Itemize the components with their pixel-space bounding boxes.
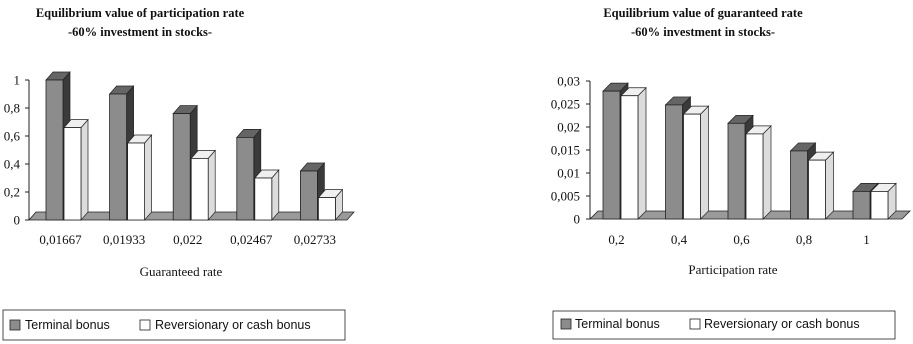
bar-side <box>207 149 216 221</box>
bar-reversionary-bonus <box>620 95 639 220</box>
bar-terminal-bonus <box>236 136 255 221</box>
y-tick-label: 0,005 <box>551 189 580 204</box>
bar-side <box>825 151 834 220</box>
y-tick-label: 0,02 <box>557 120 580 135</box>
bar-reversionary-bonus <box>745 133 764 220</box>
x-axis-label: Participation rate <box>688 262 777 277</box>
bar-terminal-bonus <box>727 122 746 220</box>
x-tick-label: 0,022 <box>173 232 202 247</box>
bar-terminal-bonus <box>665 104 683 220</box>
y-tick-label: 0,6 <box>4 129 21 144</box>
legend-swatch-reversionary-bonus <box>689 318 701 330</box>
bar-reversionary-bonus <box>870 190 889 220</box>
y-tick-label: 0,8 <box>4 101 20 116</box>
bar-reversionary-bonus <box>808 159 826 220</box>
bar-reversionary-bonus <box>254 177 273 221</box>
participation-rate-chart: Equilibrium value of participation rate … <box>2 6 355 341</box>
bar-terminal-bonus <box>109 93 127 221</box>
bar-terminal-bonus <box>45 79 64 221</box>
x-tick-label: 0,2 <box>608 232 624 247</box>
x-axis-label: Guaranteed rate <box>140 264 223 279</box>
bar-terminal-bonus <box>299 170 318 221</box>
bar-reversionary-bonus <box>317 197 336 221</box>
legend-label-reversionary-bonus: Reversionary or cash bonus <box>704 317 860 331</box>
y-tick-label: 1 <box>14 73 21 88</box>
legend-label-terminal-bonus: Terminal bonus <box>575 317 660 331</box>
bar-terminal-bonus <box>172 113 191 221</box>
chart-title: Equilibrium value of participation rate <box>36 6 245 20</box>
legend-box <box>2 309 346 341</box>
y-tick-label: 0 <box>574 212 581 227</box>
bar-reversionary-bonus <box>683 113 701 220</box>
bar-side <box>700 105 709 220</box>
bar-side <box>637 86 647 220</box>
x-tick-label: 0,02467 <box>230 232 273 247</box>
bar-reversionary-bonus <box>127 142 145 221</box>
guaranteed-rate-chart: Equilibrium value of guaranteed rate -60… <box>551 6 911 340</box>
bar-terminal-bonus <box>852 190 871 220</box>
y-tick-label: 0,015 <box>551 143 580 158</box>
bar-side <box>762 125 772 220</box>
x-tick-label: 0,8 <box>796 232 812 247</box>
chart-subtitle: -60% investment in stocks- <box>631 25 775 39</box>
x-tick-label: 0,6 <box>733 232 750 247</box>
x-tick-label: 0,01933 <box>103 232 145 247</box>
x-tick-label: 0,01667 <box>39 232 82 247</box>
plot-area: 0 0,2 0,4 0,6 0,8 1 0,01667 0,01933 0,022 0,02467… <box>4 71 355 247</box>
bar-side <box>80 118 89 221</box>
chart-subtitle: -60% investment in stocks- <box>68 25 212 39</box>
y-tick-label: 0,03 <box>557 74 580 89</box>
bar-side <box>144 134 152 221</box>
legend-swatch-reversionary-bonus <box>139 319 151 331</box>
x-tick-label: 0,4 <box>671 232 688 247</box>
legend-label-terminal-bonus: Terminal bonus <box>25 318 110 332</box>
legend: Terminal bonus Reversionary or cash bonu… <box>552 310 896 340</box>
bar-reversionary-bonus <box>63 127 82 221</box>
y-tick-label: 0 <box>14 213 21 228</box>
y-tick-label: 0,025 <box>551 97 580 112</box>
plot-area: 0 0,005 0,01 0,015 0,02 0,025 0,03 0,2 0,4 0,6 0,8… <box>551 74 911 247</box>
chart-title: Equilibrium value of guaranteed rate <box>603 6 803 20</box>
legend-box <box>552 310 896 340</box>
bar-side <box>271 169 280 221</box>
legend-label-reversionary-bonus: Reversionary or cash bonus <box>155 318 311 332</box>
x-tick-label: 1 <box>863 232 870 247</box>
legend-swatch-terminal-bonus <box>560 318 572 330</box>
bar-terminal-bonus <box>602 90 621 220</box>
bar-terminal-bonus <box>790 150 808 220</box>
legend-swatch-terminal-bonus <box>9 319 21 331</box>
bar-reversionary-bonus <box>190 157 209 221</box>
legend: Terminal bonus Reversionary or cash bonu… <box>2 309 346 341</box>
y-tick-label: 0,4 <box>4 157 21 172</box>
x-tick-label: 0,02733 <box>294 232 336 247</box>
y-tick-label: 0,2 <box>4 185 20 200</box>
y-tick-label: 0,01 <box>557 166 580 181</box>
